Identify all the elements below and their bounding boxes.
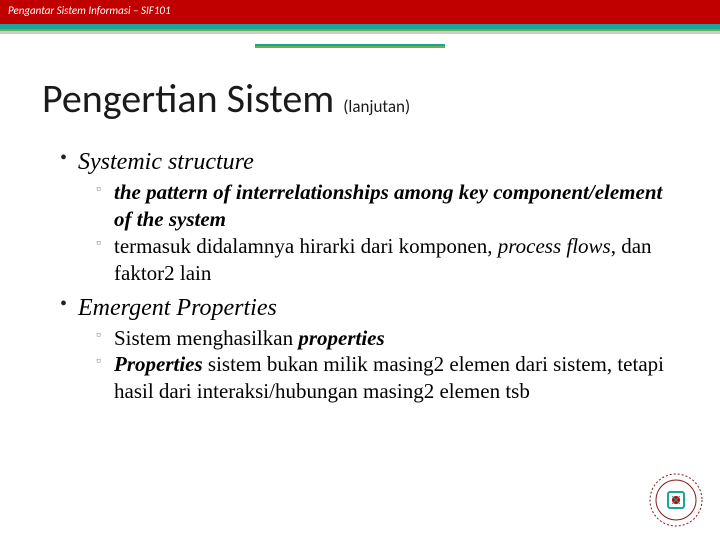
bullet-head: Systemic structure	[78, 147, 678, 177]
list-item: Systemic structure the pattern of interr…	[60, 147, 678, 287]
sub-item: termasuk didalamnya hirarki dari kompone…	[96, 233, 678, 287]
title-main: Pengertian Sistem	[42, 74, 334, 123]
list-item: Emergent Properties Sistem menghasilkan …	[60, 293, 678, 406]
slide-content: Pengertian Sistem (lanjutan) Systemic st…	[0, 34, 720, 405]
sub-item: Sistem menghasilkan properties	[96, 325, 678, 352]
title-sub: (lanjutan)	[343, 96, 410, 117]
sub-item: the pattern of interrelationships among …	[96, 179, 678, 233]
sub-item: Properties sistem bukan milik masing2 el…	[96, 351, 678, 405]
university-logo-icon	[648, 472, 704, 528]
course-code: Pengantar Sistem Informasi – SIF101	[8, 4, 171, 17]
bullet-list: Systemic structure the pattern of interr…	[42, 147, 678, 405]
header-bar: Pengantar Sistem Informasi – SIF101	[0, 0, 720, 24]
sub-list: the pattern of interrelationships among …	[78, 179, 678, 287]
sub-list: Sistem menghasilkan properties Propertie…	[78, 325, 678, 406]
page-title: Pengertian Sistem (lanjutan)	[42, 74, 678, 123]
short-accent-line	[255, 44, 445, 48]
bullet-head: Emergent Properties	[78, 293, 678, 323]
accent-stripe	[0, 24, 720, 34]
